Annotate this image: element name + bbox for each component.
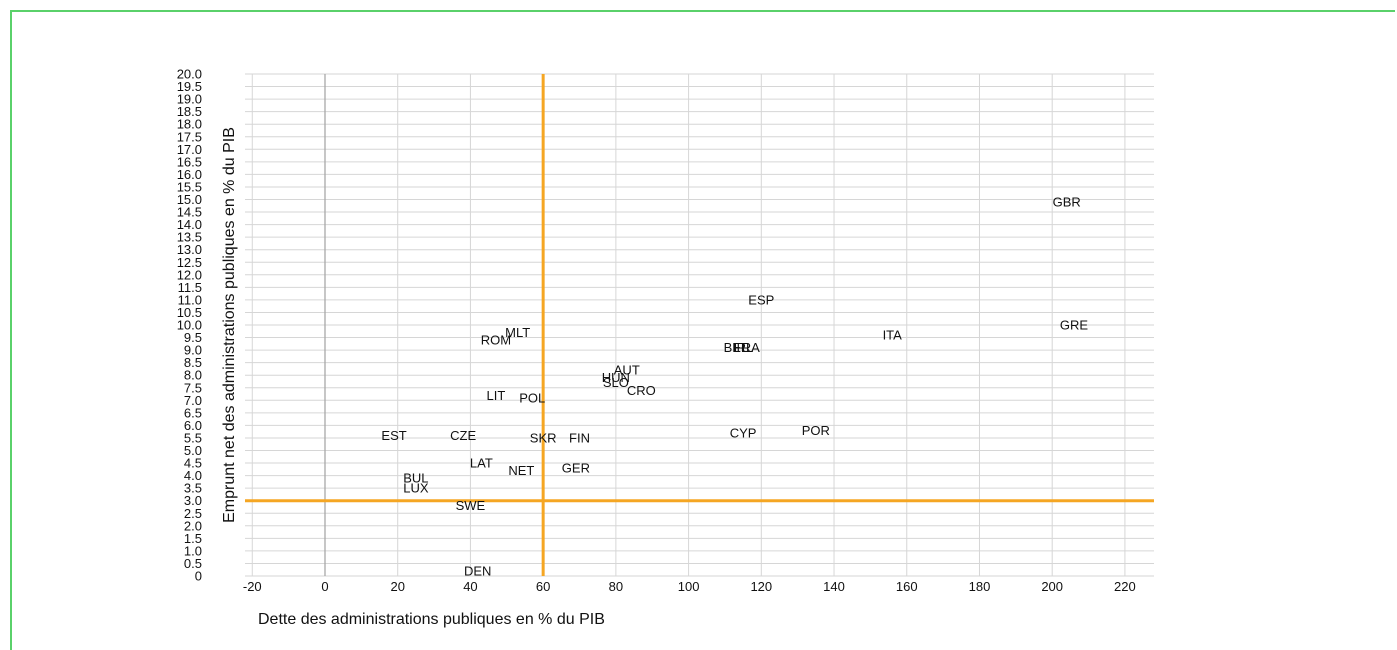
- y-tick-label: 5.5: [184, 430, 202, 445]
- y-tick-label: 6.5: [184, 405, 202, 420]
- x-tick-label: 100: [678, 579, 700, 594]
- x-tick-label: 140: [823, 579, 845, 594]
- y-tick-label: 19.5: [177, 79, 202, 94]
- point-label-skr: SKR: [530, 430, 557, 445]
- point-label-den: DEN: [464, 563, 491, 578]
- y-tick-label: 8.0: [184, 368, 202, 383]
- point-label-bul: BUL: [403, 471, 428, 486]
- y-tick-label: 2.0: [184, 518, 202, 533]
- point-label-lux: LUX: [403, 481, 429, 496]
- y-tick-label: 18.5: [177, 104, 202, 119]
- y-tick-labels: 20.019.519.018.518.017.517.016.516.015.5…: [177, 67, 202, 584]
- point-label-ita: ITA: [883, 328, 903, 343]
- y-tick-label: 18.0: [177, 117, 202, 132]
- y-tick-label: 13.5: [177, 230, 202, 245]
- y-tick-label: 11.0: [178, 292, 202, 307]
- chart-frame: [10, 10, 1395, 650]
- point-label-lit: LIT: [486, 388, 505, 403]
- y-tick-label: 19.0: [177, 92, 202, 107]
- y-axis-label: Emprunt net des administrations publique…: [221, 127, 238, 523]
- x-tick-label: 0: [321, 579, 328, 594]
- y-tick-label: 7.0: [184, 393, 202, 408]
- x-tick-label: 80: [609, 579, 623, 594]
- y-tick-label: 2.5: [184, 506, 202, 521]
- y-tick-label: 0: [195, 569, 202, 584]
- point-label-irl: IRL: [733, 340, 753, 355]
- point-label-cro: CRO: [627, 383, 656, 398]
- point-label-net: NET: [508, 463, 534, 478]
- y-tick-label: 3.0: [184, 493, 202, 508]
- y-tick-label: 12.5: [177, 255, 202, 270]
- y-tick-label: 10.5: [177, 305, 202, 320]
- y-tick-label: 11.5: [178, 280, 202, 295]
- x-tick-label: -20: [243, 579, 262, 594]
- point-label-pol: POL: [519, 390, 545, 405]
- y-tick-label: 5.0: [184, 443, 202, 458]
- x-tick-label: 120: [750, 579, 772, 594]
- point-label-gre: GRE: [1060, 318, 1089, 333]
- y-tick-label: 15.5: [177, 179, 202, 194]
- point-label-rom: ROM: [481, 333, 511, 348]
- point-label-swe: SWE: [456, 498, 486, 513]
- x-tick-label: 200: [1041, 579, 1063, 594]
- x-tick-label: 60: [536, 579, 550, 594]
- y-tick-label: 8.5: [184, 355, 202, 370]
- point-label-gbr: GBR: [1053, 195, 1081, 210]
- x-tick-label: 180: [969, 579, 991, 594]
- y-tick-label: 0.5: [184, 556, 202, 571]
- reference-lines: [245, 74, 1154, 576]
- x-tick-labels: -20 0 20 40 60 80 100 120 140 160 180 200 220: [243, 579, 1136, 594]
- x-tick-label: 220: [1114, 579, 1136, 594]
- point-label-fin: FIN: [569, 430, 590, 445]
- y-tick-label: 1.0: [184, 543, 202, 558]
- y-tick-label: 3.5: [184, 481, 202, 496]
- y-tick-label: 4.0: [184, 468, 202, 483]
- y-tick-label: 10.0: [177, 318, 202, 333]
- point-label-fra: FRA: [734, 340, 760, 355]
- y-tick-label: 13.0: [177, 242, 202, 257]
- x-tick-label: 40: [463, 579, 477, 594]
- y-tick-label: 16.5: [177, 154, 202, 169]
- point-label-slo: SLO: [603, 375, 629, 390]
- x-tick-label: 20: [390, 579, 404, 594]
- y-tick-label: 4.5: [184, 456, 202, 471]
- point-label-lat: LAT: [470, 456, 493, 471]
- y-tick-label: 15.0: [177, 192, 202, 207]
- point-label-ger: GER: [562, 461, 590, 476]
- y-tick-label: 7.5: [184, 380, 202, 395]
- y-tick-label: 20.0: [177, 67, 202, 82]
- point-label-esp: ESP: [748, 292, 774, 307]
- point-label-cyp: CYP: [730, 425, 757, 440]
- y-tick-label: 14.0: [177, 217, 202, 232]
- y-tick-label: 1.5: [184, 531, 202, 546]
- point-label-mlt: MLT: [505, 325, 530, 340]
- y-tick-label: 6.0: [184, 418, 202, 433]
- point-label-aut: AUT: [614, 363, 640, 378]
- y-tick-label: 14.5: [177, 205, 202, 220]
- x-tick-label: 160: [896, 579, 918, 594]
- y-tick-label: 16.0: [177, 167, 202, 182]
- y-tick-label: 9.0: [184, 343, 202, 358]
- point-label-cze: CZE: [450, 428, 476, 443]
- x-axis-label: Dette des administrations publiques en %…: [258, 611, 605, 628]
- y-tick-label: 12.0: [177, 267, 202, 282]
- y-tick-label: 9.5: [184, 330, 202, 345]
- y-tick-label: 17.5: [177, 129, 202, 144]
- point-label-bel: BEL: [724, 340, 749, 355]
- point-label-por: POR: [802, 423, 830, 438]
- point-label-est: EST: [381, 428, 406, 443]
- y-tick-label: 17.0: [177, 142, 202, 157]
- point-label-hun: HUN: [602, 370, 630, 385]
